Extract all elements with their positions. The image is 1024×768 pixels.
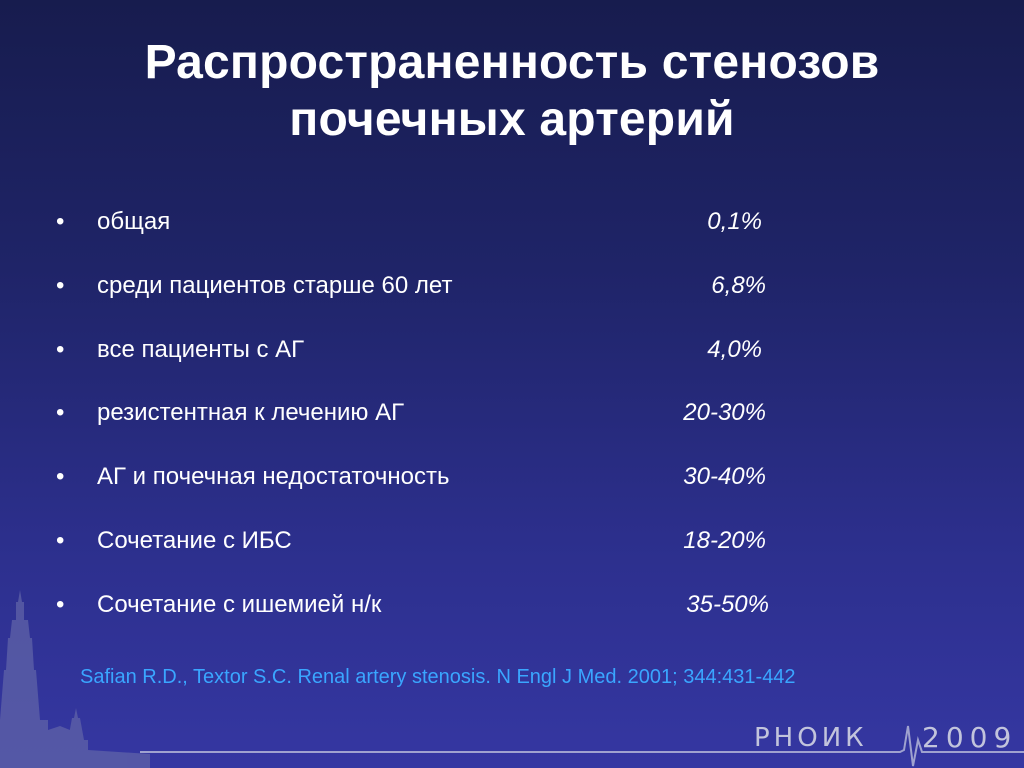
item-value: 4,0% bbox=[707, 336, 762, 363]
slide-title-line-1: Распространенность стенозов bbox=[144, 36, 880, 89]
list-item: • АГ и почечная недостаточность 30-40% bbox=[0, 457, 1024, 497]
bullet-icon: • bbox=[56, 208, 65, 235]
item-label: АГ и почечная недостаточность bbox=[97, 463, 450, 490]
list-item: • резистентная к лечению АГ 20-30% bbox=[0, 393, 1024, 433]
item-label: резистентная к лечению АГ bbox=[97, 399, 405, 426]
item-label: среди пациентов старше 60 лет bbox=[97, 272, 453, 299]
bullet-icon: • bbox=[56, 527, 65, 554]
item-label: Сочетание с ишемией н/к bbox=[97, 591, 382, 618]
list-item: • среди пациентов старше 60 лет 6,8% bbox=[0, 266, 1024, 306]
item-label: Сочетание с ИБС bbox=[97, 527, 292, 554]
list-item: • общая 0,1% bbox=[0, 202, 1024, 242]
item-value: 30-40% bbox=[683, 463, 766, 490]
slide-title: Распространенность стенозов почечных арт… bbox=[0, 34, 1024, 148]
bullet-icon: • bbox=[56, 336, 65, 363]
slide-title-line-2: почечных артерий bbox=[289, 93, 735, 146]
item-value: 0,1% bbox=[707, 208, 762, 235]
item-label: все пациенты с АГ bbox=[97, 336, 305, 363]
bullet-icon: • bbox=[56, 399, 65, 426]
item-value: 20-30% bbox=[683, 399, 766, 426]
bullet-icon: • bbox=[56, 272, 65, 299]
reference-citation: Safian R.D., Textor S.C. Renal artery st… bbox=[80, 666, 796, 688]
item-value: 35-50% bbox=[686, 591, 769, 618]
list-item: • все пациенты с АГ 4,0% bbox=[0, 330, 1024, 370]
logo-name: РНОИК bbox=[754, 723, 868, 753]
item-value: 18-20% bbox=[683, 527, 766, 554]
kremlin-tower-silhouette bbox=[0, 590, 150, 768]
bullet-icon: • bbox=[56, 463, 65, 490]
logo-year: 2009 bbox=[922, 721, 1018, 754]
list-item: • Сочетание с ишемией н/к 35-50% bbox=[0, 585, 1024, 625]
ekg-line bbox=[140, 725, 1024, 767]
item-label: общая bbox=[97, 208, 171, 235]
bullet-icon: • bbox=[56, 591, 65, 618]
item-value: 6,8% bbox=[711, 272, 766, 299]
list-item: • Сочетание с ИБС 18-20% bbox=[0, 521, 1024, 561]
